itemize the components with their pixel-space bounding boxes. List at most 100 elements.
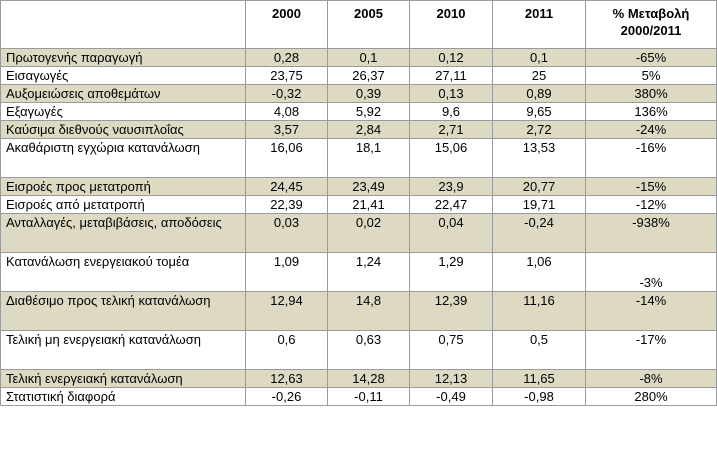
header-2011: 2011 — [492, 0, 586, 49]
cell-2005: -0,11 — [327, 387, 410, 406]
row-label: Τελική ενεργειακή κατανάλωση — [0, 369, 246, 388]
table-row: Πρωτογενής παραγωγή 0,28 0,1 0,12 0,1 -6… — [0, 48, 717, 67]
cell-change: -3% — [585, 252, 717, 292]
table-row: Εισροές προς μετατροπή 24,45 23,49 23,9 … — [0, 177, 717, 196]
row-label: Καύσιμα διεθνούς ναυσιπλοΐας — [0, 120, 246, 139]
cell-2010: 0,04 — [409, 213, 493, 253]
row-label: Αυξομειώσεις αποθεμάτων — [0, 84, 246, 103]
table-row: Τελική μη ενεργειακή κατανάλωση 0,6 0,63… — [0, 330, 717, 370]
row-label: Πρωτογενής παραγωγή — [0, 48, 246, 67]
cell-2005: 14,8 — [327, 291, 410, 331]
cell-2000: 0,03 — [245, 213, 328, 253]
cell-2005: 26,37 — [327, 66, 410, 85]
cell-2011: 0,5 — [492, 330, 586, 370]
row-label: Εισροές προς μετατροπή — [0, 177, 246, 196]
cell-2000: 23,75 — [245, 66, 328, 85]
header-2005: 2005 — [327, 0, 410, 49]
cell-2005: 5,92 — [327, 102, 410, 121]
cell-2011: -0,98 — [492, 387, 586, 406]
header-2010: 2010 — [409, 0, 493, 49]
cell-2010: 9,6 — [409, 102, 493, 121]
cell-2005: 0,63 — [327, 330, 410, 370]
cell-2000: 22,39 — [245, 195, 328, 214]
row-label: Διαθέσιμο προς τελική κατανάλωση — [0, 291, 246, 331]
cell-2000: 0,28 — [245, 48, 328, 67]
cell-2005: 23,49 — [327, 177, 410, 196]
table-row: Εισαγωγές 23,75 26,37 27,11 25 5% — [0, 66, 717, 85]
cell-change: 5% — [585, 66, 717, 85]
row-label: Ανταλλαγές, μεταβιβάσεις, αποδόσεις — [0, 213, 246, 253]
cell-2010: 22,47 — [409, 195, 493, 214]
cell-2010: 0,13 — [409, 84, 493, 103]
cell-2000: 12,63 — [245, 369, 328, 388]
table-row: Ακαθάριστη εγχώρια κατανάλωση 16,06 18,1… — [0, 138, 717, 178]
row-label: Εισροές από μετατροπή — [0, 195, 246, 214]
cell-2000: 16,06 — [245, 138, 328, 178]
row-label: Κατανάλωση ενεργειακού τομέα — [0, 252, 246, 292]
table-row: Ανταλλαγές, μεταβιβάσεις, αποδόσεις 0,03… — [0, 213, 717, 253]
cell-2010: 12,13 — [409, 369, 493, 388]
cell-change: 380% — [585, 84, 717, 103]
energy-balance-table: 2000 2005 2010 2011 % Μεταβολή 2000/2011… — [0, 0, 717, 406]
header-percent-change: % Μεταβολή 2000/2011 — [585, 0, 717, 49]
cell-2000: 4,08 — [245, 102, 328, 121]
row-label: Τελική μη ενεργειακή κατανάλωση — [0, 330, 246, 370]
table-row: Τελική ενεργειακή κατανάλωση 12,63 14,28… — [0, 369, 717, 388]
cell-2005: 21,41 — [327, 195, 410, 214]
cell-2010: 15,06 — [409, 138, 493, 178]
header-2000: 2000 — [245, 0, 328, 49]
cell-change: -8% — [585, 369, 717, 388]
header-label-column — [0, 0, 246, 49]
table-row: Διαθέσιμο προς τελική κατανάλωση 12,94 1… — [0, 291, 717, 331]
cell-2010: 0,75 — [409, 330, 493, 370]
table-row: Καύσιμα διεθνούς ναυσιπλοΐας 3,57 2,84 2… — [0, 120, 717, 139]
cell-change: -15% — [585, 177, 717, 196]
cell-2010: 0,12 — [409, 48, 493, 67]
cell-2010: 12,39 — [409, 291, 493, 331]
cell-2010: 23,9 — [409, 177, 493, 196]
cell-2011: -0,24 — [492, 213, 586, 253]
cell-2011: 20,77 — [492, 177, 586, 196]
cell-change: -24% — [585, 120, 717, 139]
cell-2011: 11,65 — [492, 369, 586, 388]
cell-2000: 12,94 — [245, 291, 328, 331]
cell-change: 136% — [585, 102, 717, 121]
cell-change: -12% — [585, 195, 717, 214]
table-row: Κατανάλωση ενεργειακού τομέα 1,09 1,24 1… — [0, 252, 717, 292]
cell-2011: 0,1 — [492, 48, 586, 67]
cell-2000: 1,09 — [245, 252, 328, 292]
cell-2005: 0,1 — [327, 48, 410, 67]
cell-2011: 11,16 — [492, 291, 586, 331]
cell-2000: -0,32 — [245, 84, 328, 103]
row-label: Στατιστική διαφορά — [0, 387, 246, 406]
cell-change: -14% — [585, 291, 717, 331]
table-row: Εισροές από μετατροπή 22,39 21,41 22,47 … — [0, 195, 717, 214]
table-row: Αυξομειώσεις αποθεμάτων -0,32 0,39 0,13 … — [0, 84, 717, 103]
cell-2005: 0,39 — [327, 84, 410, 103]
cell-change: -938% — [585, 213, 717, 253]
cell-2000: 24,45 — [245, 177, 328, 196]
cell-2005: 0,02 — [327, 213, 410, 253]
cell-change: -65% — [585, 48, 717, 67]
cell-2005: 1,24 — [327, 252, 410, 292]
cell-2005: 18,1 — [327, 138, 410, 178]
cell-2011: 0,89 — [492, 84, 586, 103]
cell-2000: -0,26 — [245, 387, 328, 406]
cell-change: 280% — [585, 387, 717, 406]
cell-2005: 2,84 — [327, 120, 410, 139]
table-row: Στατιστική διαφορά -0,26 -0,11 -0,49 -0,… — [0, 387, 717, 406]
row-label: Εξαγωγές — [0, 102, 246, 121]
table-row: Εξαγωγές 4,08 5,92 9,6 9,65 136% — [0, 102, 717, 121]
cell-2011: 25 — [492, 66, 586, 85]
cell-2005: 14,28 — [327, 369, 410, 388]
cell-2000: 0,6 — [245, 330, 328, 370]
cell-2011: 2,72 — [492, 120, 586, 139]
table-header-row: 2000 2005 2010 2011 % Μεταβολή 2000/2011 — [0, 0, 717, 49]
cell-2010: 1,29 — [409, 252, 493, 292]
cell-change: -17% — [585, 330, 717, 370]
cell-2010: -0,49 — [409, 387, 493, 406]
cell-2011: 9,65 — [492, 102, 586, 121]
cell-2011: 19,71 — [492, 195, 586, 214]
cell-2011: 1,06 — [492, 252, 586, 292]
cell-2010: 2,71 — [409, 120, 493, 139]
